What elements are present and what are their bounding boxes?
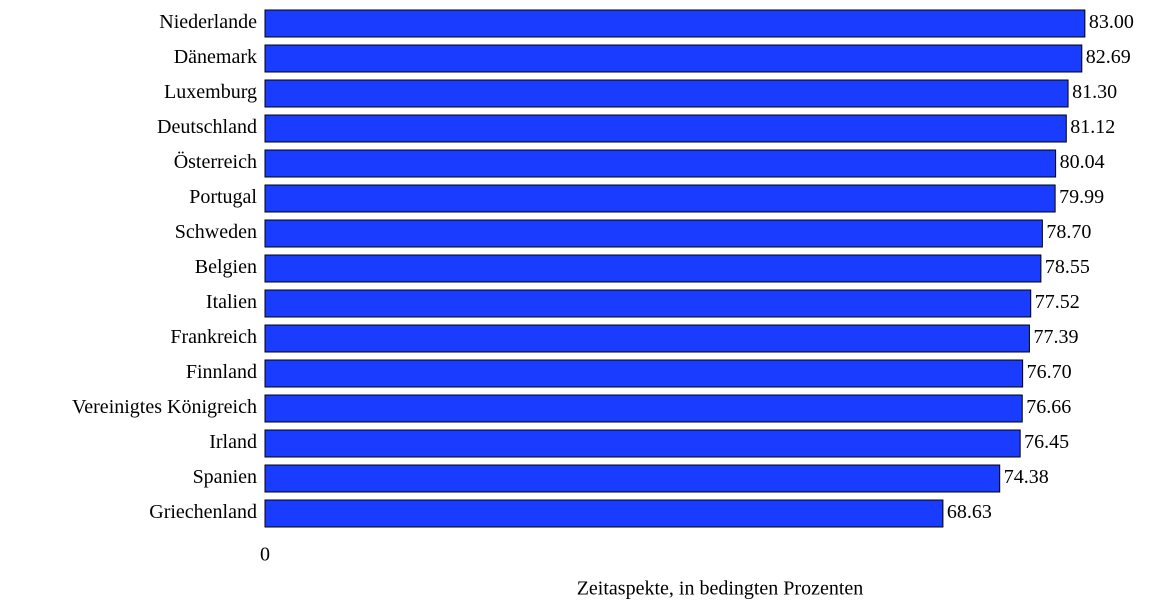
bar bbox=[264, 324, 1030, 353]
bar bbox=[264, 359, 1024, 388]
bar bbox=[264, 79, 1069, 108]
y-tick-label: Spanien bbox=[193, 466, 257, 488]
y-tick-label: Frankreich bbox=[170, 326, 257, 348]
bar bbox=[264, 44, 1083, 73]
value-label: 81.12 bbox=[1070, 116, 1115, 138]
bar bbox=[264, 289, 1032, 318]
y-tick-label: Irland bbox=[209, 431, 257, 453]
y-tick-label: Griechenland bbox=[149, 501, 257, 523]
y-tick-label: Finnland bbox=[186, 361, 257, 383]
bar bbox=[264, 429, 1021, 458]
value-label: 81.30 bbox=[1072, 81, 1117, 103]
bar bbox=[264, 114, 1067, 143]
value-label: 76.66 bbox=[1026, 396, 1071, 418]
bar bbox=[264, 394, 1023, 423]
value-label: 76.70 bbox=[1027, 361, 1072, 383]
y-tick-label: Vereinigtes Königreich bbox=[72, 396, 257, 418]
y-tick-label: Deutschland bbox=[157, 116, 257, 138]
value-label: 77.52 bbox=[1035, 291, 1080, 313]
value-label: 80.04 bbox=[1060, 151, 1105, 173]
value-label: 74.38 bbox=[1004, 466, 1049, 488]
bar bbox=[264, 9, 1086, 38]
y-tick-label: Belgien bbox=[195, 256, 257, 278]
value-label: 78.55 bbox=[1045, 256, 1090, 278]
value-label: 76.45 bbox=[1024, 431, 1069, 453]
x-tick-label: 0 bbox=[260, 544, 270, 566]
value-label: 83.00 bbox=[1089, 11, 1134, 33]
bar bbox=[264, 149, 1057, 178]
y-tick-label: Dänemark bbox=[174, 46, 257, 68]
y-tick-label: Österreich bbox=[174, 150, 257, 173]
y-tick-label: Portugal bbox=[189, 186, 257, 208]
bar bbox=[264, 499, 944, 528]
bar bbox=[264, 464, 1001, 493]
y-tick-label: Italien bbox=[206, 291, 257, 313]
bar bbox=[264, 184, 1056, 213]
bar bbox=[264, 219, 1043, 248]
value-label: 68.63 bbox=[947, 501, 992, 523]
value-label: 78.70 bbox=[1046, 221, 1091, 243]
value-label: 82.69 bbox=[1086, 46, 1131, 68]
value-label: 79.99 bbox=[1059, 186, 1104, 208]
y-tick-label: Niederlande bbox=[159, 11, 257, 33]
bar bbox=[264, 254, 1042, 283]
y-tick-label: Luxemburg bbox=[164, 81, 257, 103]
x-axis-label: Zeitaspekte, in bedingten Prozenten bbox=[577, 578, 864, 600]
y-tick-label: Schweden bbox=[175, 221, 257, 243]
value-label: 77.39 bbox=[1033, 326, 1078, 348]
